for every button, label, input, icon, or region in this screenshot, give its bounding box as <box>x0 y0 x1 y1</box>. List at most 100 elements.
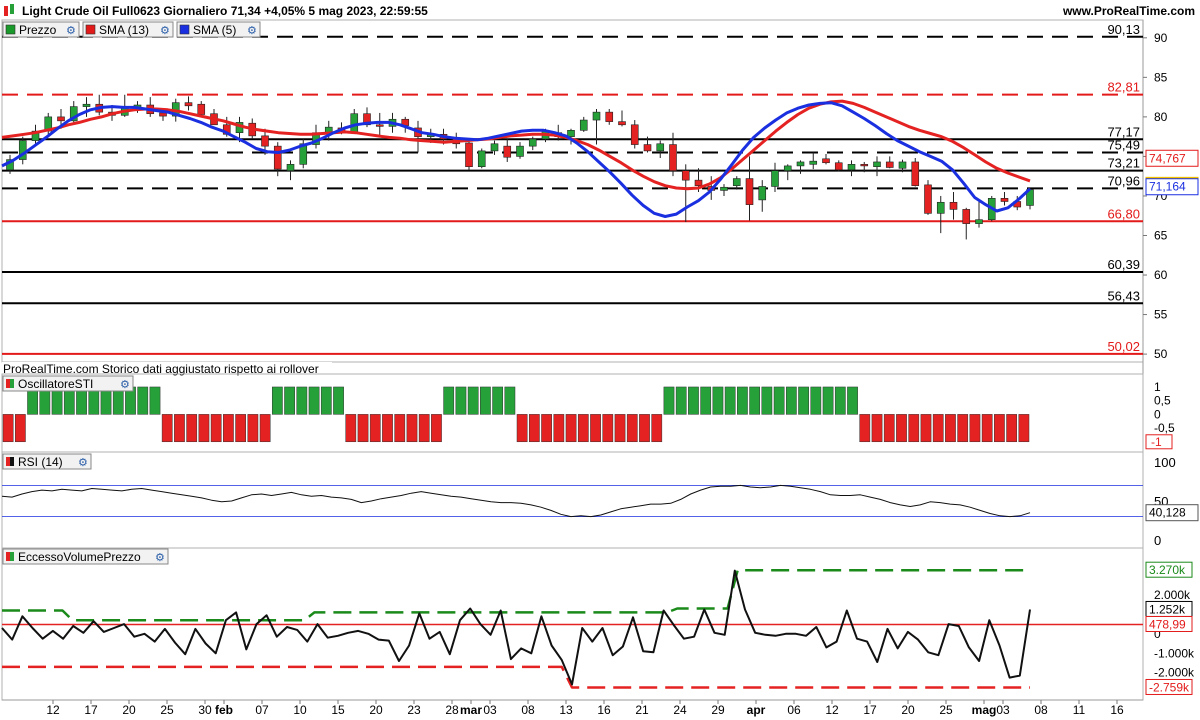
sti-tick-label: 1 <box>1154 380 1161 394</box>
sti-last-box <box>1145 434 1173 450</box>
sti-tick-label: 0,5 <box>1154 394 1171 408</box>
sti-panel: 10,50-0,5-1 <box>1 373 1175 453</box>
candle-body <box>567 130 575 137</box>
x-tick-label: 08 <box>1034 703 1048 717</box>
last-value-box <box>1145 178 1199 196</box>
level-label: 56,43 <box>1107 288 1140 303</box>
x-tick-label: 12 <box>825 703 839 717</box>
sti-bar <box>945 414 956 443</box>
sti-bar <box>908 414 920 443</box>
x-tick-label: 03 <box>996 703 1010 717</box>
sti-bar <box>504 386 516 415</box>
rsi-last-label: 40,128 <box>1149 506 1186 520</box>
candle-body <box>975 219 983 224</box>
x-tick-label: 30 <box>198 703 212 717</box>
candle-body <box>962 209 971 224</box>
x-axis: 12 17 20 25 30 feb 07 10 15 20 23 28 mar 03 08 13 16 21 24… <box>2 699 1143 717</box>
sti-bar <box>969 414 981 443</box>
legend-swatch <box>85 24 96 35</box>
x-tick-label: 23 <box>407 703 421 717</box>
sti-bar <box>198 414 210 443</box>
candle-body <box>57 116 65 122</box>
wrench-icon: ⚙ <box>66 25 76 37</box>
sti-bar <box>602 414 614 443</box>
x-tick-label: 29 <box>711 703 725 717</box>
legend-box <box>82 21 174 38</box>
y-tick-label: 65 <box>1154 228 1168 242</box>
vol-tick-label: -1.000k <box>1154 646 1195 660</box>
legend-box <box>176 21 261 38</box>
level-label: 60,39 <box>1107 257 1140 272</box>
sti-bar <box>284 386 295 415</box>
candle-body <box>363 113 371 126</box>
candle-body <box>273 145 282 170</box>
wrench-icon: ⚙ <box>160 25 170 37</box>
panel-legend-box <box>2 548 169 565</box>
rsi-last-box <box>1145 504 1199 522</box>
sti-bar <box>2 414 14 443</box>
sti-bar <box>161 414 173 443</box>
sti-bar <box>382 414 393 443</box>
candle-body <box>656 143 665 152</box>
candle-body <box>936 201 945 214</box>
wrench-icon: ⚙ <box>120 379 130 391</box>
sti-bar <box>259 414 271 443</box>
x-tick-label: 06 <box>787 703 801 717</box>
legends: Prezzo ⚙ SMA (13) ⚙ SMA (5) ⚙ OscillatoreSTI ⚙ R… <box>2 4 261 565</box>
candle-body <box>681 170 690 181</box>
sti-bar <box>516 414 528 443</box>
y-tick-label: 55 <box>1154 308 1168 322</box>
sti-bar <box>663 386 675 415</box>
last-value-label: 74,767 <box>1149 151 1186 165</box>
sti-bar <box>369 414 381 443</box>
legend-swatch <box>5 24 16 35</box>
chart-title: Light Crude Oil Full0623 Giornaliero 71,… <box>22 4 428 18</box>
sti-bar <box>675 386 687 415</box>
level-label: 75,49 <box>1107 138 1140 153</box>
panel-legend-box <box>2 375 134 392</box>
y-tick-label: 50 <box>1154 347 1168 361</box>
level-label: 90,13 <box>1107 22 1140 37</box>
vol-tick-label: 0 <box>1154 627 1161 641</box>
sti-bar <box>467 386 479 415</box>
x-tick-label: 08 <box>521 703 535 717</box>
x-tick-label: 16 <box>1110 703 1124 717</box>
sti-bar <box>798 386 809 415</box>
sti-bar <box>455 386 467 415</box>
candle-body <box>822 158 830 164</box>
sti-bar <box>541 414 552 443</box>
vol-last-box <box>1145 678 1193 695</box>
y-tick-label: 85 <box>1154 70 1168 84</box>
vol-last-label: 1.252k <box>1149 602 1186 616</box>
x-tick-label: 17 <box>84 703 98 717</box>
x-tick-label: 21 <box>635 703 649 717</box>
wrench-icon: ⚙ <box>247 25 257 37</box>
candle-body <box>796 161 805 167</box>
x-tick-label: 12 <box>46 703 60 717</box>
legend-label: SMA (13) <box>99 23 149 37</box>
footnote-bg <box>2 362 332 375</box>
sti-bar <box>896 414 907 443</box>
candle-body <box>375 124 384 127</box>
candle-body <box>669 144 677 171</box>
panel-legend-swatch <box>6 457 10 466</box>
x-tick-label: 25 <box>160 703 174 717</box>
brand-link[interactable]: www.ProRealTime.com <box>1062 4 1195 18</box>
x-tick-label: 15 <box>331 703 345 717</box>
level-label: 50,02 <box>1107 339 1140 354</box>
sti-bar <box>724 386 736 415</box>
candle-body <box>490 143 499 152</box>
vol-lower-band <box>2 665 1030 689</box>
sti-bar <box>553 414 565 443</box>
level-label: 77,17 <box>1107 124 1140 139</box>
sti-bar <box>810 386 822 415</box>
legend-swatch <box>179 24 190 35</box>
candle-body <box>618 121 626 126</box>
sti-bar <box>186 414 198 443</box>
vol-tick-label: 2.000k <box>1154 588 1191 602</box>
y-tick-label: 80 <box>1154 110 1168 124</box>
panel-legend-swatch <box>6 552 10 561</box>
